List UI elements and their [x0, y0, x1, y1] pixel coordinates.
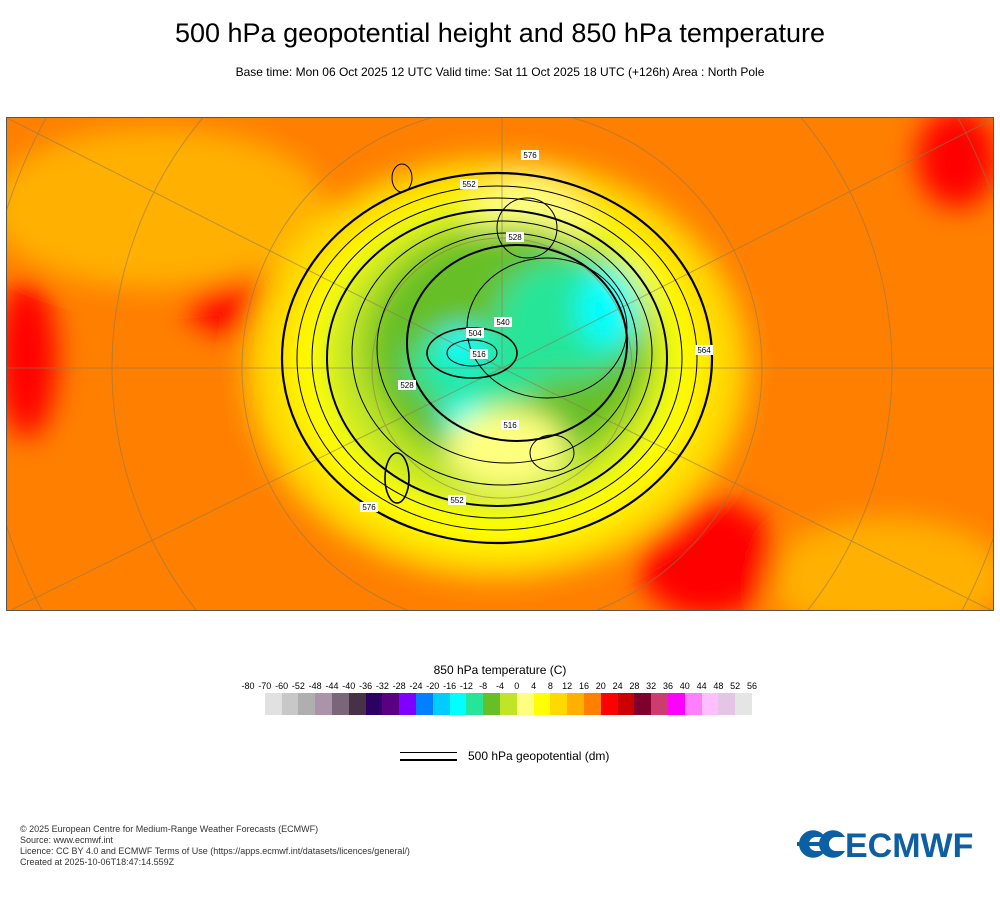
colorbar-swatch	[735, 693, 752, 715]
colorbar-title: 850 hPa temperature (C)	[433, 663, 567, 677]
chart-subtitle: Base time: Mon 06 Oct 2025 12 UTC Valid …	[235, 65, 765, 79]
licence-line: Licence: CC BY 4.0 and ECMWF Terms of Us…	[20, 846, 410, 856]
colorbar-tick-label: -32	[375, 681, 389, 691]
colorbar-swatch	[583, 693, 601, 715]
geopotential-legend-label: 500 hPa geopotential (dm)	[468, 749, 610, 763]
contour-label: 564	[697, 346, 711, 355]
colorbar-swatch	[499, 693, 517, 715]
colorbar-swatch	[248, 693, 265, 715]
colorbar-tick-label: -40	[342, 681, 356, 691]
colorbar-tick-label: 20	[595, 681, 606, 691]
created-line: Created at 2025-10-06T18:47:14.559Z	[20, 857, 175, 867]
colorbar-tick-label: -60	[275, 681, 289, 691]
colorbar-swatch	[684, 693, 702, 715]
colorbar-tick-label: -24	[409, 681, 423, 691]
contour-label: 540	[496, 318, 510, 327]
colorbar-tick-label: 52	[730, 681, 741, 691]
colorbar-tick-label: -70	[258, 681, 272, 691]
colorbar-swatch	[533, 693, 551, 715]
colorbar-tick-label: 0	[514, 681, 520, 691]
colorbar-swatch	[718, 693, 736, 715]
colorbar-swatch	[281, 693, 299, 715]
weather-map: 576 552 528 516 540 564 504 516 528 552 …	[6, 117, 994, 611]
contour-labels: 576 552 528 516 540 564 504 516 528 552 …	[360, 150, 713, 512]
colorbar-tick-label: 32	[646, 681, 657, 691]
footer: © 2025 European Centre for Medium-Range …	[20, 824, 410, 868]
colorbar-tick-label: -52	[291, 681, 305, 691]
colorbar-swatch	[567, 693, 584, 715]
colorbar-swatch	[550, 693, 568, 715]
colorbar-swatch	[365, 693, 383, 715]
contour-label: 516	[472, 350, 486, 359]
contour-label: 576	[362, 503, 376, 512]
colorbar-swatch	[667, 693, 685, 715]
colorbar-tick-label: 16	[578, 681, 590, 691]
contour-label: 552	[450, 496, 464, 505]
contour-label: 504	[468, 329, 482, 338]
colorbar-swatch	[651, 693, 668, 715]
colorbar-swatch	[634, 693, 652, 715]
colorbar-tick-label: 8	[547, 681, 553, 691]
colorbar-swatch	[399, 693, 416, 715]
colorbar-tick-label: 40	[679, 681, 690, 691]
source-line: Source: www.ecmwf.int	[20, 835, 114, 845]
colorbar-tick-label: -8	[479, 681, 488, 691]
ecmwf-logo: ECMWF	[795, 826, 985, 867]
contour-label: 576	[523, 151, 537, 160]
colorbar-swatch	[415, 693, 433, 715]
colorbar-tick-label: -20	[426, 681, 440, 691]
colorbar-tick-label: 44	[696, 681, 707, 691]
colorbar-tick-label: -36	[359, 681, 373, 691]
contour-label: 552	[462, 180, 476, 189]
colorbar-tick-label: 24	[612, 681, 623, 691]
geopotential-legend: 500 hPa geopotential (dm)	[400, 749, 609, 763]
colorbar-swatch	[600, 693, 618, 715]
colorbar-tick-label: -12	[459, 681, 473, 691]
colorbar-swatch	[701, 693, 719, 715]
colorbar-tick-label: -48	[308, 681, 322, 691]
colorbar-swatch	[483, 693, 500, 715]
colorbar-swatch	[516, 693, 534, 715]
colorbar-tick-label: -44	[325, 681, 339, 691]
colorbar-tick-label: 28	[629, 681, 640, 691]
colorbar-tick-label: -16	[443, 681, 457, 691]
colorbar-swatch	[315, 693, 332, 715]
contour-label: 528	[508, 233, 522, 242]
colorbar-tick-labels: -80 -70 -60 -52 -48 -44 -40 -36 -32 -28 -24 -20 -16-…	[0, 681, 1000, 695]
colorbar-tick-label: 48	[713, 681, 724, 691]
contour-label: 528	[400, 381, 414, 390]
colorbar-tick-label: 56	[746, 681, 758, 691]
copyright-line: © 2025 European Centre for Medium-Range …	[20, 824, 319, 834]
colorbar-tick-label: -4	[495, 681, 505, 691]
colorbar-tick-label: -28	[392, 681, 406, 691]
colorbar-swatch	[382, 693, 400, 715]
colorbar-swatch	[264, 693, 282, 715]
colorbar-swatch	[449, 693, 467, 715]
svg-text:ECMWF: ECMWF	[845, 827, 973, 862]
colorbar-swatch	[331, 693, 349, 715]
colorbar-tick-label: 36	[662, 681, 674, 691]
temperature-field	[7, 118, 993, 610]
colorbar-tick-label: 4	[531, 681, 537, 691]
colorbar-swatch	[617, 693, 635, 715]
contour-label: 516	[503, 421, 517, 430]
contour-line-sample	[400, 750, 457, 762]
colorbar-tick-label: 12	[562, 681, 573, 691]
chart-title: 500 hPa geopotential height and 850 hPa …	[174, 18, 825, 48]
colorbar-swatch	[298, 693, 316, 715]
colorbar-swatch	[432, 693, 450, 715]
colorbar-tick-label: -80	[241, 681, 255, 691]
colorbar-swatch	[466, 693, 484, 715]
colorbar-swatch	[348, 693, 366, 715]
colorbar	[248, 693, 752, 715]
graticule	[7, 118, 993, 610]
